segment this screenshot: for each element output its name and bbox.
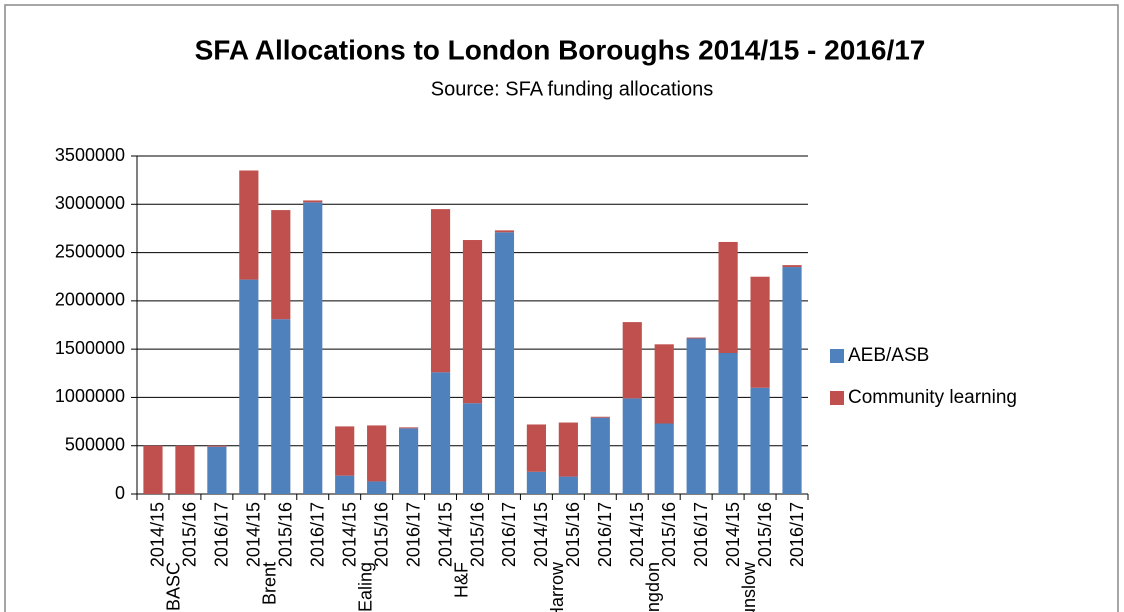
bar-segment [782,267,802,494]
bar-segment [558,476,578,494]
legend-swatch [830,349,844,363]
bar-segment [367,481,387,494]
x-tick-label: 2016/17 [499,502,519,567]
x-tick-label: 2015/16 [467,502,487,567]
bar-segment [718,241,738,354]
bar-segment [590,417,610,494]
bar-segment [654,344,674,424]
bar-segment [335,426,355,476]
x-tick-label: 2014/15 [531,502,551,567]
x-tick-label: 2015/16 [371,502,391,567]
bar-segment [622,398,642,494]
y-tick-label: 3000000 [55,193,125,213]
bar-segment [430,372,451,494]
bar-segment [494,232,515,494]
x-tick-label: 2014/15 [435,502,455,567]
bar-segment [526,471,546,494]
y-tick-label: 1500000 [55,338,125,358]
bar-segment [303,200,323,203]
x-tick-label: 2015/16 [276,502,296,567]
bar-segment [271,319,291,494]
x-group-label: H&F [451,562,471,598]
x-group-label: BASC [164,562,184,611]
y-tick-label: 2000000 [55,290,125,310]
bar-segment [718,353,738,494]
bar-segment [239,170,259,280]
bar-segment [207,445,227,447]
bar-segment [207,446,227,494]
bar-segment [750,387,770,494]
y-tick-label: 2500000 [55,241,125,261]
bar-segment [686,338,706,494]
bar-segment [654,423,674,494]
x-group-label: Hounslow [739,561,759,612]
x-tick-label: 2016/17 [212,502,232,567]
y-tick-label: 0 [115,483,125,503]
bar-segment [750,276,770,388]
x-group-label: Brent [260,562,280,605]
chart-subtitle: Source: SFA funding allocations [431,78,713,100]
bar-segment [367,425,387,482]
chart-title: SFA Allocations to London Boroughs 2014/… [195,34,926,65]
x-tick-label: 2016/17 [403,502,423,567]
bar-segment [303,202,323,494]
bar-segment [526,424,546,472]
bar-segment [175,445,195,494]
x-tick-label: 2014/15 [627,502,647,567]
x-tick-label: 2014/15 [148,502,168,567]
x-tick-label: 2016/17 [691,502,711,567]
x-group-label: Hillingdon [643,562,663,612]
x-tick-label: 2016/17 [595,502,615,567]
y-tick-label: 500000 [65,434,125,454]
bar-segment [239,279,259,494]
x-tick-label: 2016/17 [787,502,807,567]
chart-frame [4,4,1119,612]
bar-segment [622,322,642,399]
x-tick-label: 2015/16 [755,502,775,567]
bar-segment [686,337,706,339]
bar-segment [271,210,291,320]
y-tick-label: 3500000 [55,145,125,165]
y-tick-label: 1000000 [55,386,125,406]
x-tick-label: 2015/16 [180,502,200,567]
x-tick-label: 2014/15 [723,502,743,567]
bar-segment [494,230,515,233]
x-tick-label: 2014/15 [244,502,264,567]
bar-segment [430,209,451,373]
bar-segment [462,403,483,494]
x-tick-label: 2016/17 [307,502,327,567]
legend-label: AEB/ASB [848,345,929,366]
bar-segment [399,428,419,494]
x-tick-label: 2015/16 [563,502,583,567]
bar-segment [143,445,163,494]
bar-segment [782,265,802,268]
bar-segment [399,427,419,429]
bar-segment [335,475,355,494]
x-group-label: Ealing [355,562,375,612]
legend-label: Community learning [848,387,1017,408]
bar-segment [462,240,483,404]
legend-swatch [830,391,844,405]
bar-segment [558,422,578,477]
x-tick-label: 2015/16 [659,502,679,567]
x-tick-label: 2014/15 [339,502,359,567]
bar-segment [590,416,610,418]
x-group-label: Harrow [547,561,567,612]
